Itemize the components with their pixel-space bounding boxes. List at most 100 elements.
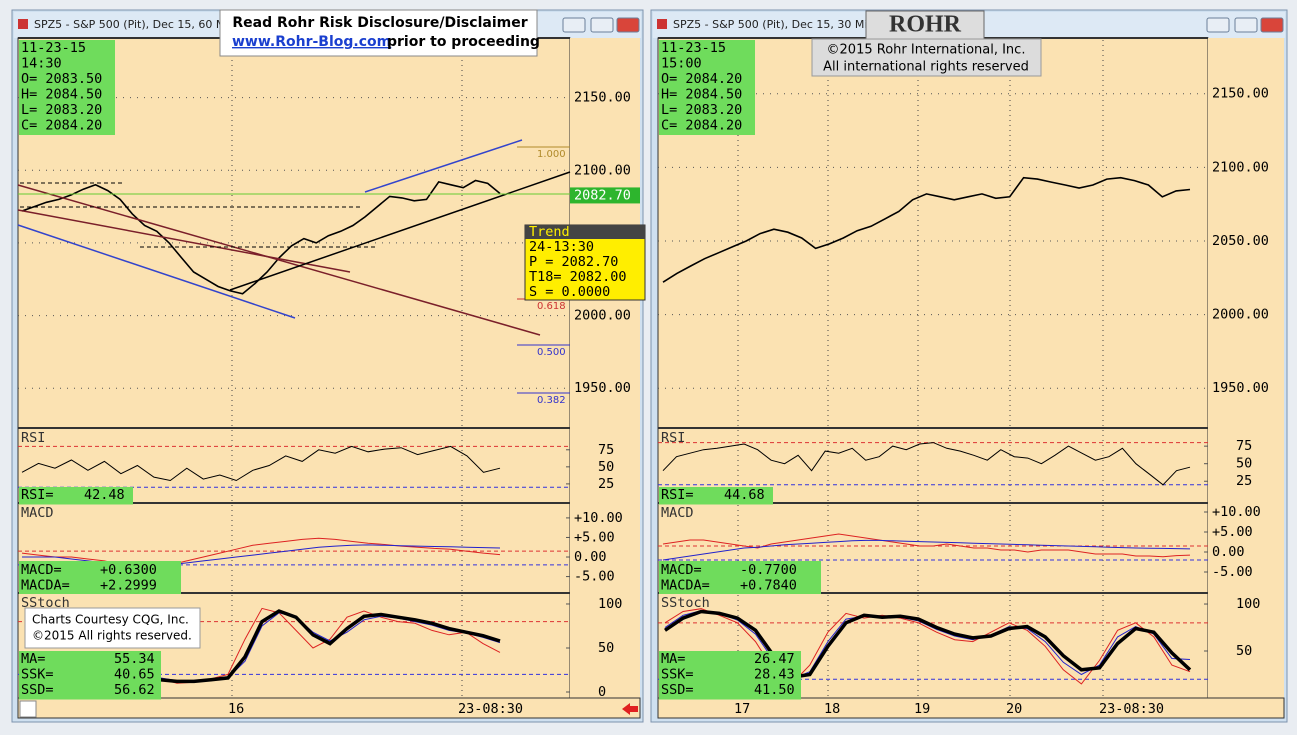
readout-value: 41.50	[754, 682, 795, 698]
readout-value: +0.6300	[100, 562, 157, 578]
scroll-arrow[interactable]	[622, 703, 638, 715]
readout-box	[19, 561, 181, 594]
series-line	[664, 609, 1192, 680]
plot-area	[657, 37, 1209, 699]
disclaimer-line: Read Rohr Risk Disclosure/Disclaimer	[232, 15, 527, 31]
panel-label: RSI	[21, 430, 45, 446]
last-price-box	[570, 187, 640, 204]
fib-label: 1.000	[537, 149, 566, 160]
readout-label: MACD=	[661, 562, 702, 578]
disclaimer-link[interactable]: www.Rohr-Blog.com	[232, 34, 391, 50]
axis-area	[570, 38, 640, 698]
readout-label: MACDA=	[661, 578, 710, 594]
readout-label: RSI=	[21, 487, 54, 503]
trend-line	[17, 184, 541, 336]
fib-label: 0.382	[537, 395, 566, 406]
windows: SPZ5 - S&P 500 (Pit), Dec 15, 60 Min 16 23…	[11, 9, 1288, 723]
y-tick-label: +10.00	[1212, 504, 1261, 520]
trend-line-text: 24-13:30	[529, 239, 594, 255]
trend-line-text: Trend	[529, 224, 570, 240]
series-line	[21, 445, 501, 482]
readout-value: -0.7700	[740, 562, 797, 578]
x-tick-label: 17	[734, 701, 750, 717]
x-tick-label: 16	[228, 701, 244, 717]
panel-label: SStoch	[21, 595, 70, 611]
readout-value: 56.62	[114, 682, 155, 698]
y-tick-label: 2100.00	[1212, 159, 1269, 175]
info-line: O= 2084.20	[661, 71, 742, 87]
y-tick-label: 0.00	[1212, 544, 1245, 560]
y-tick-label: 25	[598, 476, 614, 492]
readout-label: MACD=	[21, 562, 62, 578]
trend-line	[364, 139, 523, 193]
window-button[interactable]	[1234, 17, 1258, 33]
readout-value: 26.47	[754, 651, 795, 667]
x-tick-label: 23-08:30	[1099, 701, 1164, 717]
info-line: 15:00	[661, 56, 702, 72]
y-tick-label: +5.00	[574, 529, 615, 545]
readout-box	[19, 651, 161, 700]
window-button[interactable]	[590, 17, 614, 33]
trend-line	[17, 224, 296, 319]
fib-label: 0.500	[537, 347, 566, 358]
series-line	[662, 442, 1191, 486]
x-tick-label: 18	[824, 701, 840, 717]
readout-value: 44.68	[724, 487, 765, 503]
info-line: H= 2084.50	[21, 87, 102, 103]
disclaimer-box	[219, 9, 538, 57]
trend-line	[229, 171, 571, 291]
window-button[interactable]	[1260, 17, 1284, 33]
axis-area	[1208, 38, 1284, 698]
scroll-box	[19, 700, 37, 718]
readout-box	[659, 40, 755, 135]
y-tick-label: 50	[598, 459, 614, 475]
trend-line-text: T18= 2082.00	[529, 269, 627, 285]
y-tick-label: 75	[598, 442, 614, 458]
copyright-line: All international rights reserved	[823, 60, 1029, 75]
info-line: 11-23-15	[21, 40, 86, 56]
window-icon	[657, 19, 667, 29]
x-tick-label: 23-08:30	[458, 701, 523, 717]
y-tick-label: 0.00	[574, 549, 607, 565]
readout-value: +0.7840	[740, 578, 797, 594]
panel-label: SStoch	[661, 595, 710, 611]
panel-label: RSI	[661, 430, 685, 446]
y-tick-label: 50	[1236, 643, 1252, 659]
logo-box	[865, 10, 985, 40]
y-tick-label: 1950.00	[574, 380, 631, 396]
y-tick-label: 50	[1236, 456, 1252, 472]
info-line: 14:30	[21, 56, 62, 72]
window-title: SPZ5 - S&P 500 (Pit), Dec 15, 60 Min	[34, 18, 235, 31]
y-tick-label: 100	[1236, 596, 1260, 612]
x-axis-area	[17, 697, 641, 719]
y-tick-label: 2150.00	[574, 90, 631, 106]
y-tick-label: 25	[1236, 473, 1252, 489]
readout-label: RSI=	[661, 487, 694, 503]
window-button[interactable]	[1206, 17, 1230, 33]
y-tick-label: +5.00	[1212, 524, 1253, 540]
readout-label: SSD=	[661, 682, 694, 698]
y-tick-label: -5.00	[1212, 564, 1253, 580]
y-tick-label: 2050.00	[1212, 233, 1269, 249]
info-line: 11-23-15	[661, 40, 726, 56]
window-icon	[18, 19, 28, 29]
window-button[interactable]	[562, 17, 586, 33]
y-tick-label: -5.00	[574, 569, 615, 585]
readout-value: +2.2999	[100, 578, 157, 594]
readout-value: 55.34	[114, 651, 155, 667]
readout-value: 28.43	[754, 667, 795, 683]
info-line: L= 2083.20	[661, 102, 742, 118]
series-line	[21, 537, 501, 572]
last-price: 2082.70	[574, 187, 631, 203]
info-line: O= 2083.50	[21, 71, 102, 87]
fib-label: 0.618	[537, 301, 566, 312]
y-tick-label: 50	[598, 640, 614, 656]
series-line	[21, 179, 501, 295]
readout-label: SSK=	[661, 667, 694, 683]
y-tick-label: 75	[1236, 438, 1252, 454]
info-line: L= 2083.20	[21, 102, 102, 118]
logo: ROHR	[889, 12, 962, 38]
window-button[interactable]	[616, 17, 640, 33]
